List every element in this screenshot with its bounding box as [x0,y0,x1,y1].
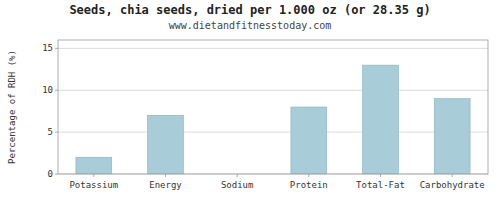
grid-line [58,48,488,49]
x-tick-label: Total-Fat [356,180,405,190]
y-tick [55,174,58,175]
x-tick-label: Energy [149,180,182,190]
bar [148,115,184,174]
x-tick-label: Carbohydrate [420,180,485,190]
chart-svg: Seeds, chia seeds, dried per 1.000 oz (o… [0,0,500,200]
x-tick [165,174,166,177]
y-tick-label: 15 [42,43,53,53]
x-tick-label: Potassium [69,180,118,190]
page: {"chart_data": {"type": "bar", "title": … [0,0,500,200]
x-tick [237,174,238,177]
chart-container: Seeds, chia seeds, dried per 1.000 oz (o… [0,0,500,200]
y-tick [55,90,58,91]
y-axis-label: Percentage of RDH (%) [7,50,17,164]
subtitle: www.dietandfitnesstoday.com [169,20,332,31]
bar [291,107,327,174]
x-tick-label: Protein [290,180,328,190]
title: Seeds, chia seeds, dried per 1.000 oz (o… [69,3,430,17]
x-tick-label: Sodium [221,180,254,190]
y-tick [55,132,58,133]
x-tick [308,174,309,177]
bar [434,99,470,174]
y-tick-label: 0 [48,169,53,179]
y-tick-label: 5 [48,127,53,137]
grid-line [58,132,488,133]
grid-line [58,90,488,91]
bar [76,157,112,174]
bars [76,65,470,174]
y-tick [55,48,58,49]
y-tick-label: 10 [42,85,53,95]
bar [363,65,399,174]
x-tick [93,174,94,177]
plot-frame [58,40,488,174]
x-tick [452,174,453,177]
x-tick [380,174,381,177]
grid [58,48,488,174]
